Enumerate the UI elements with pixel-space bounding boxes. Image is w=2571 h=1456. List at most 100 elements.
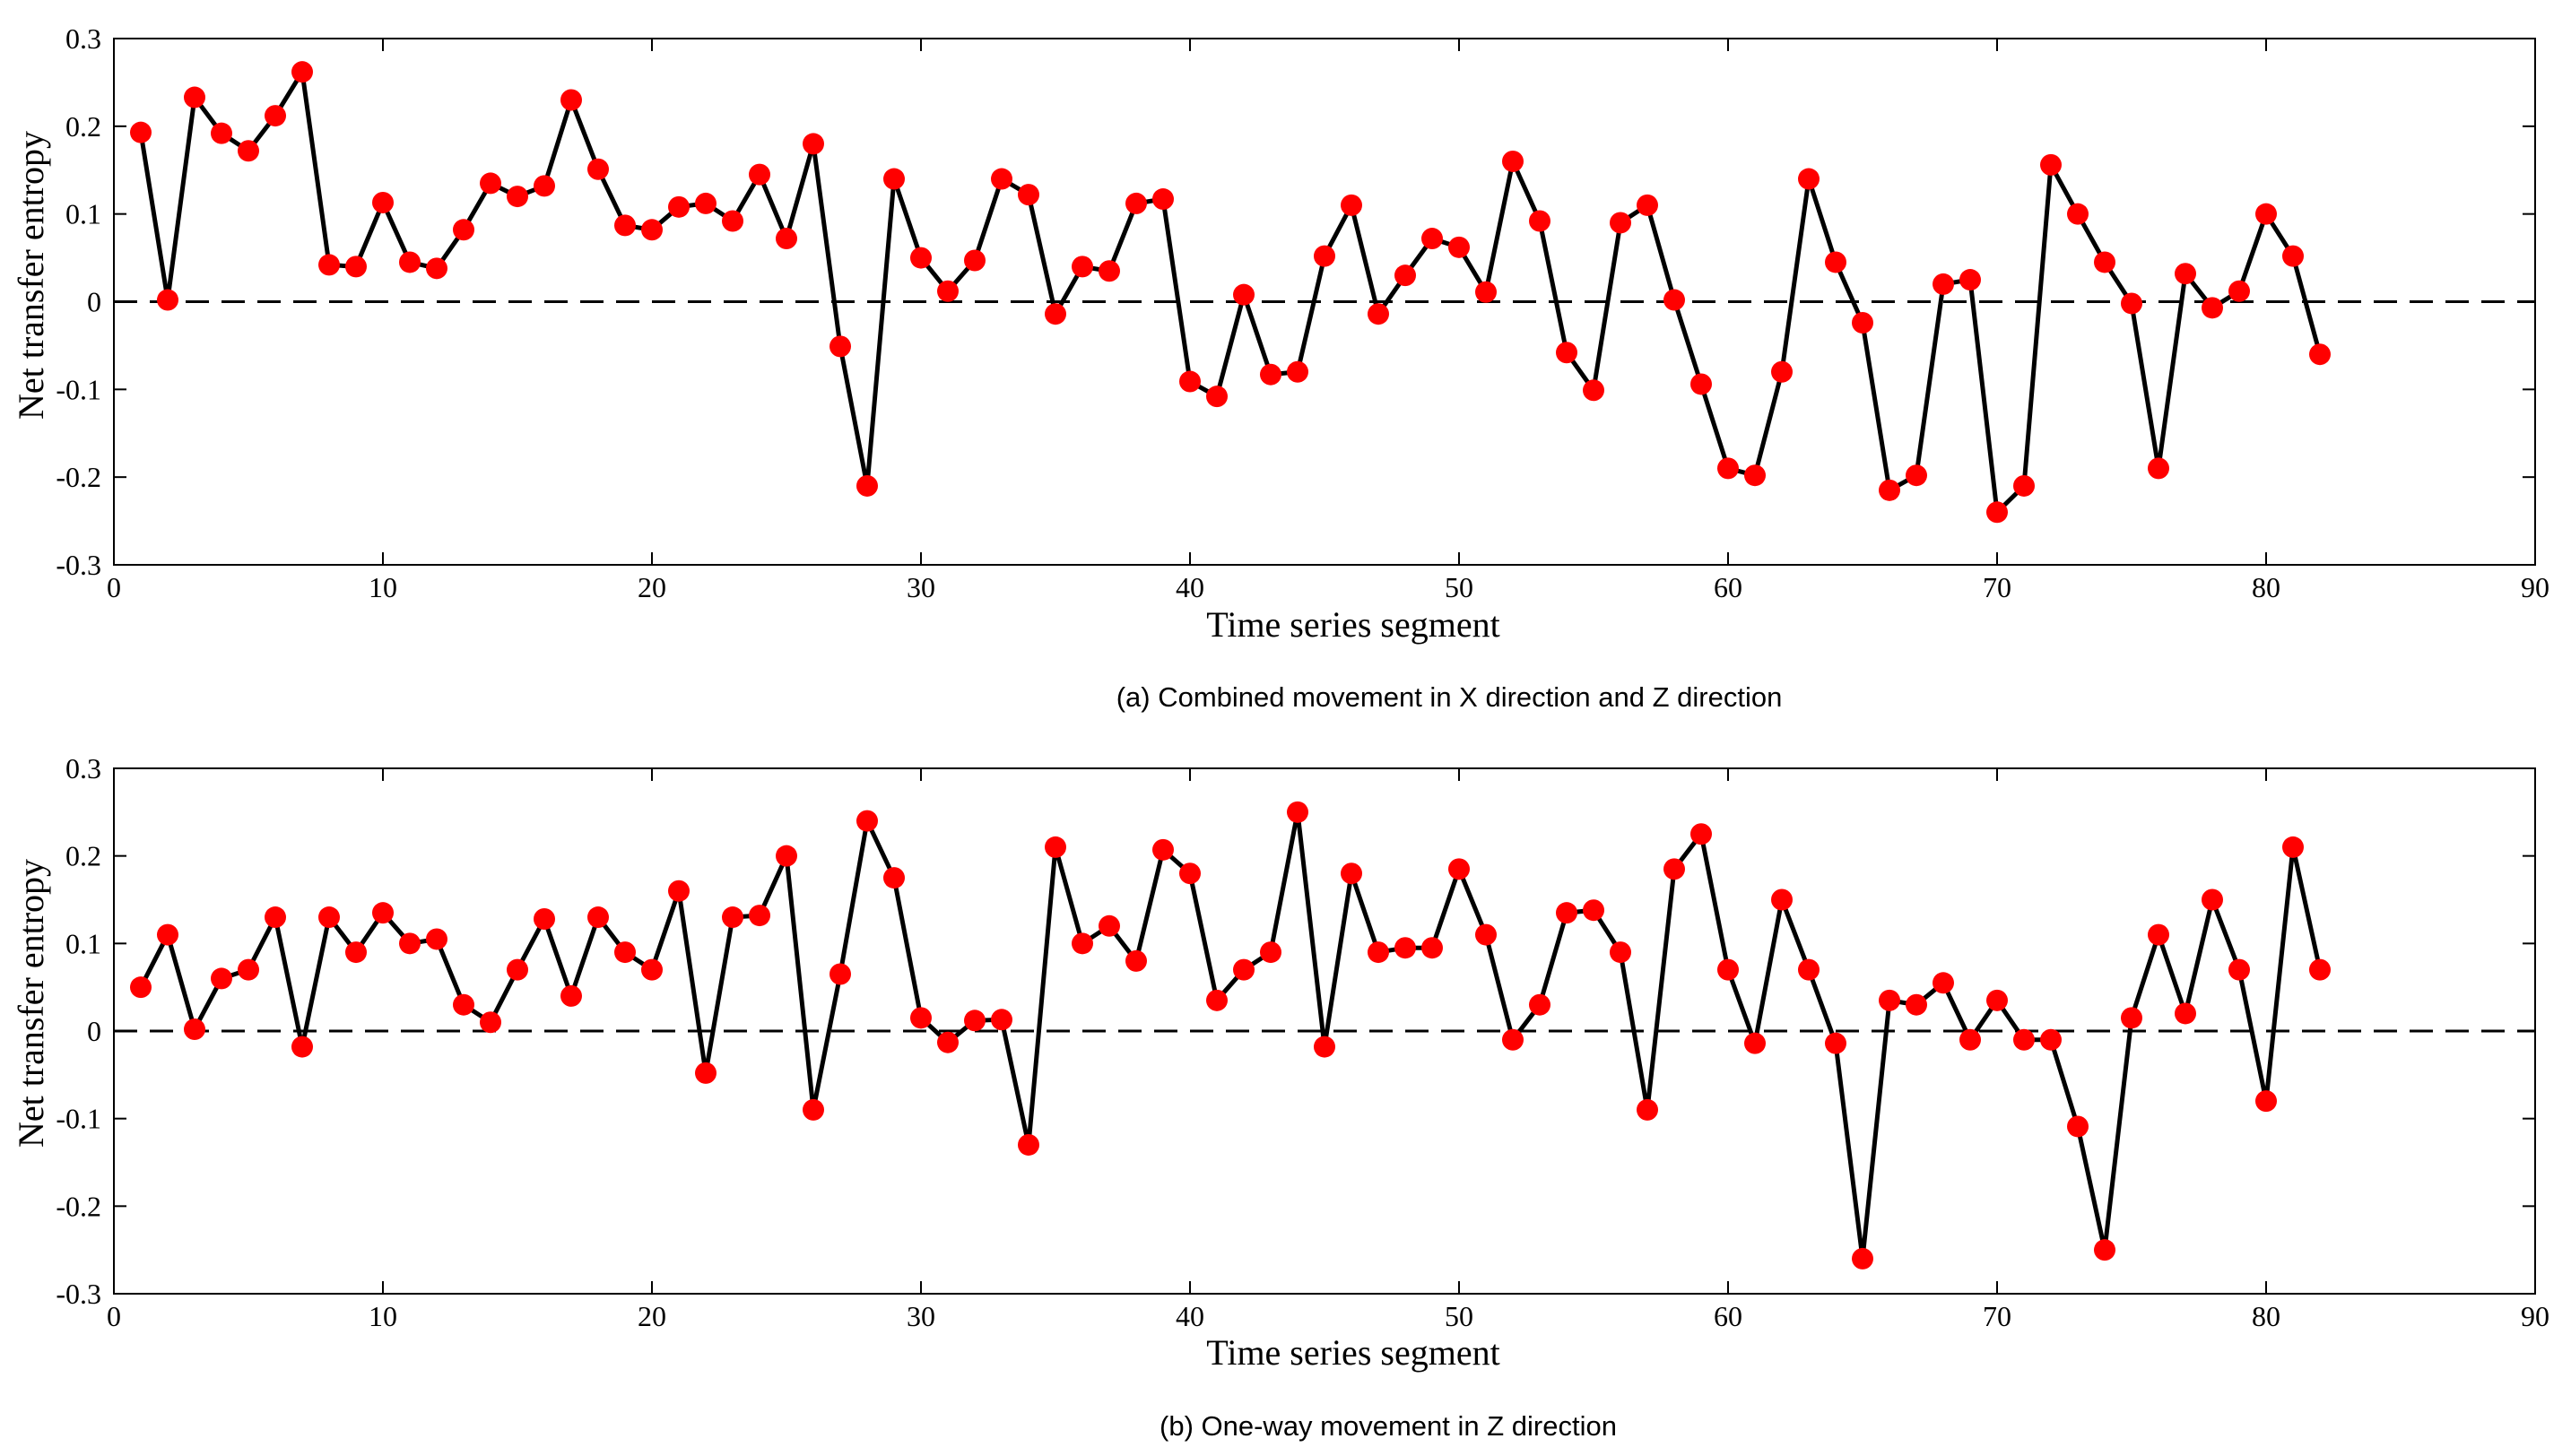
panel-b-data-point xyxy=(776,845,797,867)
panel-b-x-tick-label: 20 xyxy=(638,1300,666,1332)
panel-a-data-point xyxy=(1448,236,1470,258)
panel-a-data-point xyxy=(695,192,717,214)
panel-b-y-tick-label: -0.3 xyxy=(56,1278,101,1310)
panel-a-data-point xyxy=(2013,474,2035,497)
panel-a-data-point xyxy=(1556,342,1577,364)
panel-a-data-point xyxy=(1529,210,1550,232)
panel-a-data-point xyxy=(803,133,824,155)
panel-b-data-point xyxy=(1583,899,1604,922)
panel-b-data-point xyxy=(184,1018,205,1041)
panel-a-data-point xyxy=(507,186,528,208)
panel-a-y-tick-label: 0.2 xyxy=(65,110,101,143)
panel-a-x-tick-label: 10 xyxy=(369,571,397,603)
panel-b-x-tick-label: 10 xyxy=(369,1300,397,1332)
panel-a-data-point xyxy=(1583,379,1604,402)
panel-a-data-point xyxy=(211,122,232,144)
panel-a-data-point xyxy=(776,228,797,250)
panel-b-data-point xyxy=(964,1010,986,1032)
panel-a-data-point xyxy=(345,256,367,278)
panel-b-data-point xyxy=(2202,888,2223,911)
panel-b-x-tick-label: 70 xyxy=(1983,1300,2011,1332)
panel-b-data-point xyxy=(318,906,340,929)
panel-b-data-point xyxy=(2228,958,2250,981)
panel-b-y-tick-label: -0.2 xyxy=(56,1190,101,1222)
panel-a-y-tick-label: -0.1 xyxy=(56,373,101,405)
panel-a-data-point xyxy=(1099,260,1120,282)
panel-b-data-point xyxy=(1206,989,1228,1011)
panel-b-data-point xyxy=(2094,1239,2115,1261)
panel-b-data-point xyxy=(1717,958,1739,981)
panel-b-data-point xyxy=(1744,1032,1766,1054)
panel-b-data-point xyxy=(668,880,690,902)
panel-b-data-point xyxy=(238,958,259,981)
panel-a-data-point xyxy=(291,61,313,83)
panel-b-data-point xyxy=(426,928,447,950)
panel-b-data-point xyxy=(1045,836,1066,858)
panel-b-data-point xyxy=(534,907,555,930)
panel-a-x-axis-title: Time series segment xyxy=(1206,604,1499,645)
panel-a-data-point xyxy=(614,214,636,237)
panel-a-data-point xyxy=(883,168,905,190)
panel-b-data-point xyxy=(507,958,528,981)
panel-b-data-point xyxy=(1448,858,1470,880)
panel-a-data-point xyxy=(1879,479,1900,501)
panel-b-data-point xyxy=(1341,862,1362,885)
panel-a-data-point xyxy=(534,175,555,197)
panel-a-y-tick-label: 0 xyxy=(87,286,101,318)
panel-b-data-point xyxy=(399,932,421,955)
panel-b-data-point xyxy=(614,941,636,964)
panel-b-data-point xyxy=(587,906,609,929)
panel-a-data-point xyxy=(1717,457,1739,480)
panel-a-data-point xyxy=(1260,363,1281,386)
panel-b-data-point xyxy=(1986,989,2008,1011)
panel-a-caption: (a) Combined movement in X direction and… xyxy=(1116,681,1783,713)
panel-b-data-point xyxy=(1933,972,1954,994)
panel-b-data-point xyxy=(1690,823,1712,845)
panel-b-data-point xyxy=(1179,862,1201,885)
panel-a-x-tick-label: 30 xyxy=(907,571,935,603)
panel-b-data-point xyxy=(2309,958,2331,981)
panel-b-data-point xyxy=(2121,1007,2142,1029)
panel-a-data-point xyxy=(991,168,1012,190)
panel-a-data-point xyxy=(964,249,986,272)
panel-a-data-point xyxy=(1045,303,1066,325)
panel-b-data-point xyxy=(2067,1115,2089,1138)
panel-b-y-axis-title: Net transfer entropy xyxy=(11,859,51,1148)
panel-a-data-point xyxy=(2148,457,2169,480)
panel-a-data-point xyxy=(1394,264,1416,287)
panel-a-data-point xyxy=(1771,360,1793,383)
panel-b-data-point xyxy=(883,867,905,889)
panel-a-data-point xyxy=(130,121,152,143)
panel-b-data-point xyxy=(1502,1028,1524,1051)
panel-a-data-point xyxy=(1072,256,1093,278)
panel-a-data-point xyxy=(265,105,286,127)
panel-a-y-tick-label: -0.2 xyxy=(56,461,101,493)
panel-b-data-point xyxy=(1394,937,1416,959)
panel-a-x-tick-label: 70 xyxy=(1983,571,2011,603)
panel-b-data-point xyxy=(1421,937,1443,959)
panel-b-data-point xyxy=(1852,1247,1873,1270)
panel-a-data-point xyxy=(1959,269,1981,291)
panel-a-data-point xyxy=(2202,297,2223,319)
panel-b-data-point xyxy=(2255,1090,2277,1113)
panel-b-data-point xyxy=(211,967,232,990)
panel-a: 0 10 20 30 40 50 60 70 80 90 -0.3 -0.2 -0.1 0 0.1 0.2 0.… xyxy=(11,22,2549,713)
panel-b-data-point xyxy=(1637,1098,1658,1121)
panel-a-data-point xyxy=(1421,228,1443,250)
panel-a-data-point xyxy=(910,247,932,269)
panel-b-x-tick-label: 60 xyxy=(1714,1300,1742,1332)
panel-b-data-point xyxy=(1314,1036,1335,1058)
panel-b-x-tick-label: 40 xyxy=(1176,1300,1204,1332)
panel-a-data-point xyxy=(184,86,205,108)
panel-b-data-point xyxy=(2040,1028,2062,1051)
panel-a-data-point xyxy=(1233,283,1255,306)
panel-b-data-point xyxy=(1959,1028,1981,1051)
panel-a-data-point xyxy=(1287,360,1308,383)
panel-b-data-point xyxy=(345,941,367,964)
panel-a-data-point xyxy=(1637,194,1658,216)
panel-a-data-point xyxy=(1852,311,1873,334)
panel-b-y-tick-label: 0.2 xyxy=(65,840,101,872)
panel-a-data-point xyxy=(426,257,447,280)
panel-b-y-tick-label: 0.1 xyxy=(65,927,101,959)
panel-a-data-point xyxy=(1152,188,1174,211)
